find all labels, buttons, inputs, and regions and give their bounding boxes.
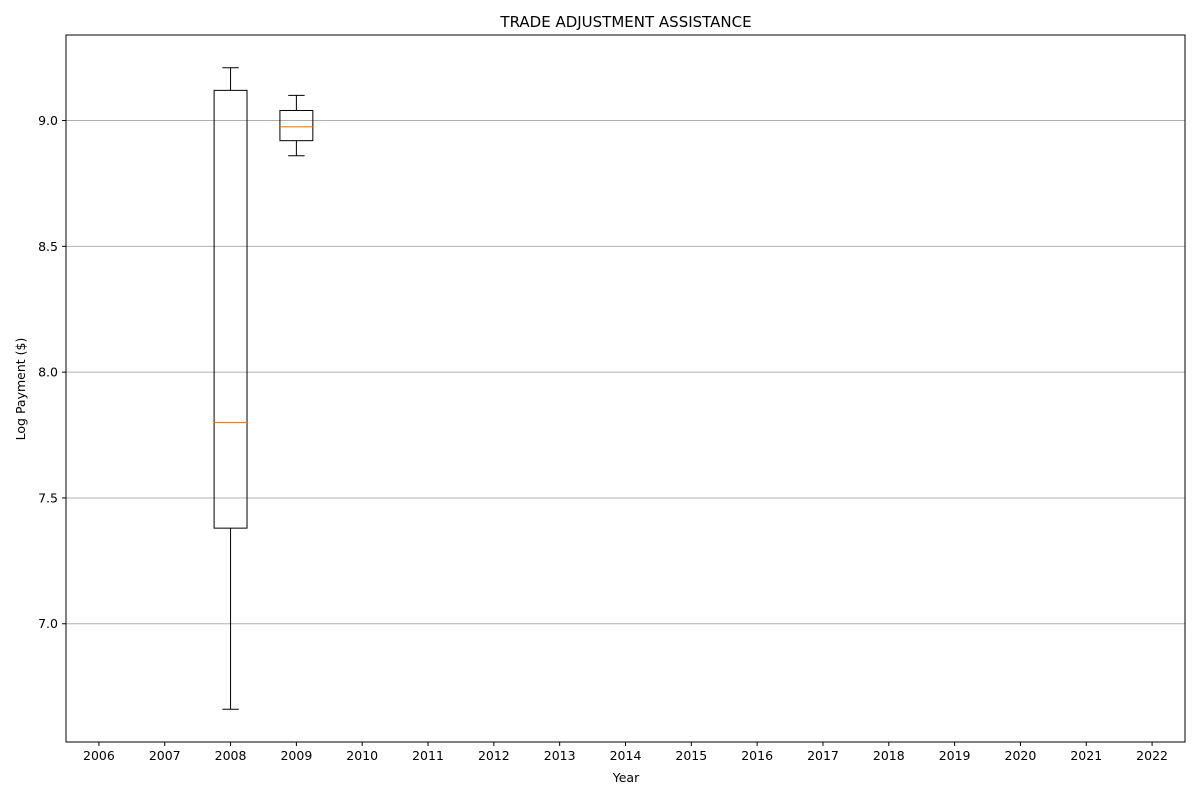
x-tick-label: 2020: [1005, 748, 1037, 763]
y-axis-ticks: 7.0 7.5 8.0 8.5 9.0: [38, 113, 66, 631]
y-tick-label: 7.5: [38, 490, 58, 505]
x-tick-label: 2008: [215, 748, 247, 763]
x-axis-label: Year: [612, 770, 640, 785]
y-tick-label: 8.5: [38, 239, 58, 254]
x-tick-label: 2018: [873, 748, 905, 763]
iqr-box: [279, 109, 314, 142]
x-tick-label: 2021: [1070, 748, 1102, 763]
x-tick-label: 2013: [544, 748, 576, 763]
box-2008: [213, 67, 248, 710]
y-tick-label: 8.0: [38, 365, 58, 380]
x-tick-label: 2010: [346, 748, 378, 763]
x-tick-label: 2015: [675, 748, 707, 763]
x-axis-ticks: 2006 2007 2008 2009 2010 2011 2012 2013 2014 2015…: [83, 742, 1168, 763]
y-tick-label: 9.0: [38, 113, 58, 128]
x-tick-label: 2019: [939, 748, 971, 763]
chart-title: TRADE ADJUSTMENT ASSISTANCE: [499, 13, 751, 31]
x-tick-label: 2014: [610, 748, 642, 763]
x-tick-label: 2006: [83, 748, 115, 763]
x-tick-label: 2012: [478, 748, 510, 763]
x-tick-label: 2011: [412, 748, 444, 763]
x-tick-label: 2022: [1136, 748, 1168, 763]
x-tick-label: 2009: [280, 748, 312, 763]
x-tick-label: 2007: [149, 748, 181, 763]
grid-layer: [66, 120, 1185, 625]
box-2009: [279, 94, 314, 157]
y-tick-label: 7.0: [38, 616, 58, 631]
y-axis-label: Log Payment ($): [13, 338, 28, 441]
x-tick-label: 2017: [807, 748, 839, 763]
box-layer: [213, 67, 314, 710]
plot-frame: [65, 34, 1186, 743]
iqr-box: [213, 89, 248, 529]
x-tick-label: 2016: [741, 748, 773, 763]
